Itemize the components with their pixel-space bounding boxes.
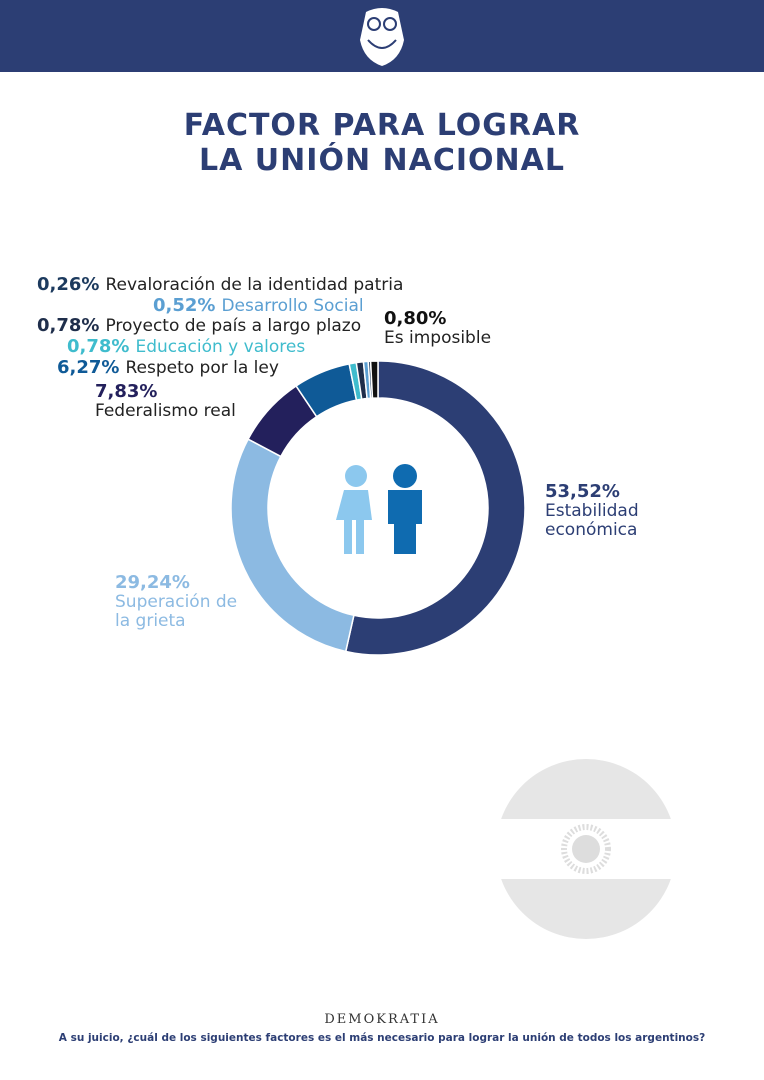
value-label: 6,27% — [57, 357, 120, 378]
category-label: Desarrollo Social — [221, 296, 364, 316]
category-label: Es imposible — [384, 328, 492, 348]
title-line: LA UNIÓN NACIONAL — [199, 143, 565, 178]
value-label: 0,80% — [384, 308, 447, 329]
donut-slice — [344, 360, 526, 656]
slice-label: 7,83% Federalismo real — [95, 382, 295, 421]
value-label: 0,52% — [153, 295, 216, 316]
value-label: 7,83% — [95, 381, 158, 402]
question: A su juicio, ¿cuál de los siguientes fac… — [58, 1032, 706, 1044]
value-label: 0,78% — [37, 315, 100, 336]
category-label: Superación de la grieta — [115, 592, 238, 631]
category-label: Revaloración de la identidad patria — [105, 275, 404, 295]
slice-label: 0,78% Educación y valores — [67, 337, 305, 357]
value-label: 53,52% — [545, 481, 620, 502]
slice-label: 0,78% Proyecto de país a largo plazo — [37, 316, 361, 336]
flag-decoration — [496, 759, 676, 939]
value-label: 0,26% — [37, 274, 100, 295]
value-label: 0,78% — [67, 336, 130, 357]
slice-label: 0,26% Revaloración de la identidad patria — [37, 275, 403, 295]
category-label: Respeto por la ley — [125, 358, 279, 378]
category-label: Educación y valores — [135, 337, 306, 357]
slice-label: 53,52% Estabilidad económica — [545, 482, 665, 540]
slice-label: 6,27% Respeto por la ley — [57, 358, 279, 378]
slice-label: 0,80% Es imposible — [384, 309, 544, 348]
title-line: FACTOR PARA LOGRAR — [183, 108, 581, 143]
people-icon — [336, 464, 422, 554]
slice-label: 29,24% Superación de la grieta — [115, 573, 255, 631]
category-label: Estabilidad económica — [545, 501, 639, 540]
slice-label: 0,52% Desarrollo Social — [153, 296, 364, 316]
donut-slice — [369, 360, 379, 399]
brand: DEMOKRATIA — [324, 1012, 440, 1027]
category-label: Proyecto de país a largo plazo — [105, 316, 362, 336]
value-label: 29,24% — [115, 572, 190, 593]
owl-logo — [360, 8, 404, 66]
category-label: Federalismo real — [95, 401, 236, 421]
